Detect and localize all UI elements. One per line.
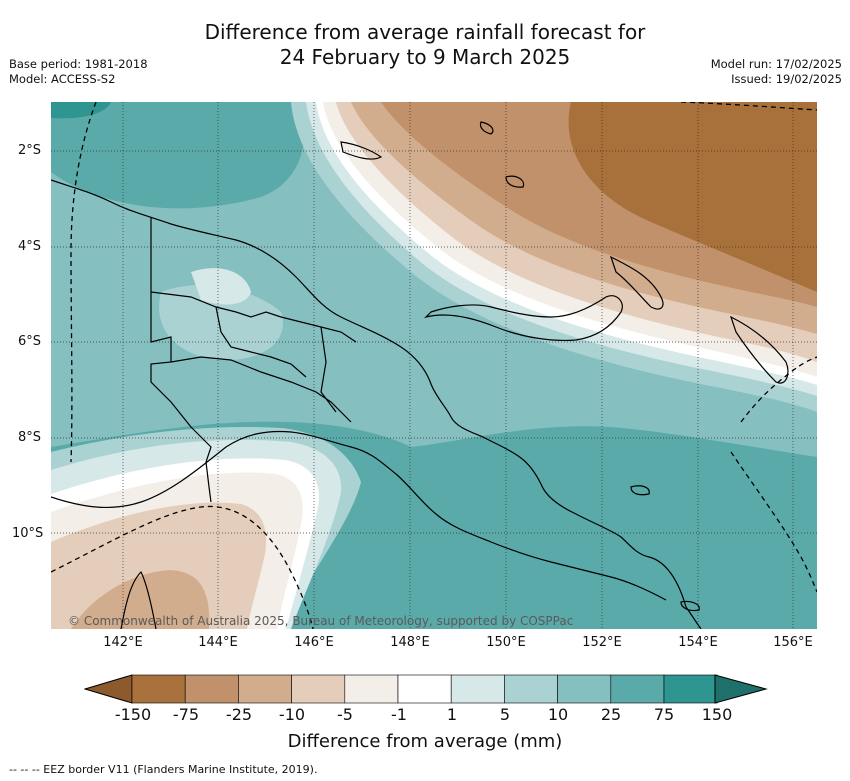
colorbar-swatch [131, 674, 186, 704]
cbar-tick: -5 [337, 705, 353, 724]
title-line-2: 24 February to 9 March 2025 [279, 45, 571, 69]
lon-label-142e: 142°E [103, 635, 143, 650]
issued-date: Issued: 19/02/2025 [731, 72, 842, 86]
lon-label-146e: 146°E [294, 635, 334, 650]
model-info: Base period: 1981-2018 Model: ACCESS-S2 [9, 57, 148, 87]
cbar-tick: 10 [547, 705, 569, 724]
cbar-tick: -25 [225, 705, 253, 724]
cbar-tick: 150 [701, 705, 733, 724]
lat-label-4s: 4°S [18, 239, 42, 254]
coastlines [51, 121, 789, 629]
colorbar-swatch [450, 674, 505, 704]
dry-25-region-south [71, 570, 210, 629]
colorbar-swatch [504, 674, 558, 704]
model-run-date: Model run: 17/02/2025 [710, 57, 842, 71]
colorbar-swatch [344, 674, 399, 704]
lon-label-150e: 150°E [486, 635, 526, 650]
cbar-tick: 5 [499, 705, 511, 724]
cbar-tick: -150 [114, 705, 152, 724]
lon-label-144e: 144°E [198, 635, 238, 650]
cbar-tick: -10 [278, 705, 306, 724]
copyright-notice: © Commonwealth of Australia 2025, Bureau… [68, 614, 574, 628]
eez-borders [51, 102, 817, 629]
lat-label-2s: 2°S [18, 143, 42, 158]
colorbar-label: Difference from average (mm) [287, 731, 563, 752]
dry-150-region [568, 102, 817, 292]
cbar-tick: -75 [172, 705, 200, 724]
run-info: Model run: 17/02/2025 Issued: 19/02/2025 [711, 57, 842, 87]
lat-label-8s: 8°S [18, 430, 42, 445]
colorbar-swatch [291, 674, 346, 704]
lat-label-10s: 10°S [12, 526, 44, 541]
graticule [51, 102, 817, 629]
lon-label-152e: 152°E [582, 635, 622, 650]
colorbar-swatch [184, 674, 239, 704]
lat-label-6s: 6°S [18, 334, 42, 349]
eez-legend-note: -- -- -- EEZ border V11 (Flanders Marine… [9, 763, 318, 776]
lon-label-154e: 154°E [678, 635, 718, 650]
wet-5-region-west [191, 268, 251, 305]
colorbar-swatch [663, 674, 718, 704]
model-name: Model: ACCESS-S2 [9, 72, 116, 86]
map-svg [51, 102, 817, 629]
title-line-1: Difference from average rainfall forecas… [204, 20, 646, 44]
colorbar-swatch [397, 674, 452, 704]
colorbar-swatches [131, 674, 718, 704]
base-period: Base period: 1981-2018 [9, 57, 148, 71]
lon-label-156e: 156°E [773, 635, 813, 650]
colorbar-svg [83, 674, 768, 704]
colorbar-swatch [238, 674, 292, 704]
chart-title: Difference from average rainfall forecas… [0, 20, 850, 70]
colorbar-over-arrow [714, 674, 768, 704]
lon-label-148e: 148°E [390, 635, 430, 650]
wet-10-region-west [159, 284, 283, 361]
cbar-tick: -1 [391, 705, 407, 724]
colorbar [83, 674, 768, 708]
wet-150-region [51, 102, 111, 119]
rainfall-anomaly-map [51, 102, 817, 629]
colorbar-under-arrow [83, 674, 133, 704]
colorbar-swatch [610, 674, 665, 704]
cbar-tick: 75 [653, 705, 675, 724]
cbar-tick: 1 [446, 705, 458, 724]
colorbar-swatch [557, 674, 612, 704]
cbar-tick: 25 [600, 705, 622, 724]
